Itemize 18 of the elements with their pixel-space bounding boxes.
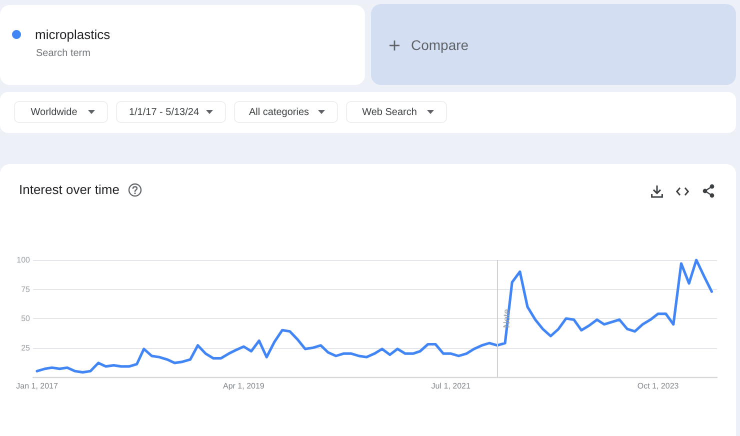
y-tick-label: 50 <box>21 314 31 323</box>
x-tick-label: Jul 1, 2021 <box>431 382 471 390</box>
y-tick-label: 100 <box>16 256 31 264</box>
text: Web Search <box>361 107 418 118</box>
legend-label: microplastics <box>35 27 111 42</box>
line-series <box>36 258 714 374</box>
text: Worldwide <box>30 107 78 118</box>
x-tick-label: Apr 1, 2019 <box>223 382 265 390</box>
y-tick-label: 25 <box>21 343 31 352</box>
chart-title: Interest over time <box>19 182 120 197</box>
x-tick-label: Oct 1, 2023 <box>637 382 680 390</box>
text: Search term <box>36 48 90 60</box>
text: Compare <box>411 37 469 53</box>
x-tick-label: Jan 1, 2017 <box>16 382 58 390</box>
text: All categories <box>248 107 310 118</box>
y-tick-label: 75 <box>21 284 31 294</box>
text: 1/1/17 - 5/13/24 <box>128 107 200 118</box>
ref-line-label: Note <box>502 308 512 328</box>
